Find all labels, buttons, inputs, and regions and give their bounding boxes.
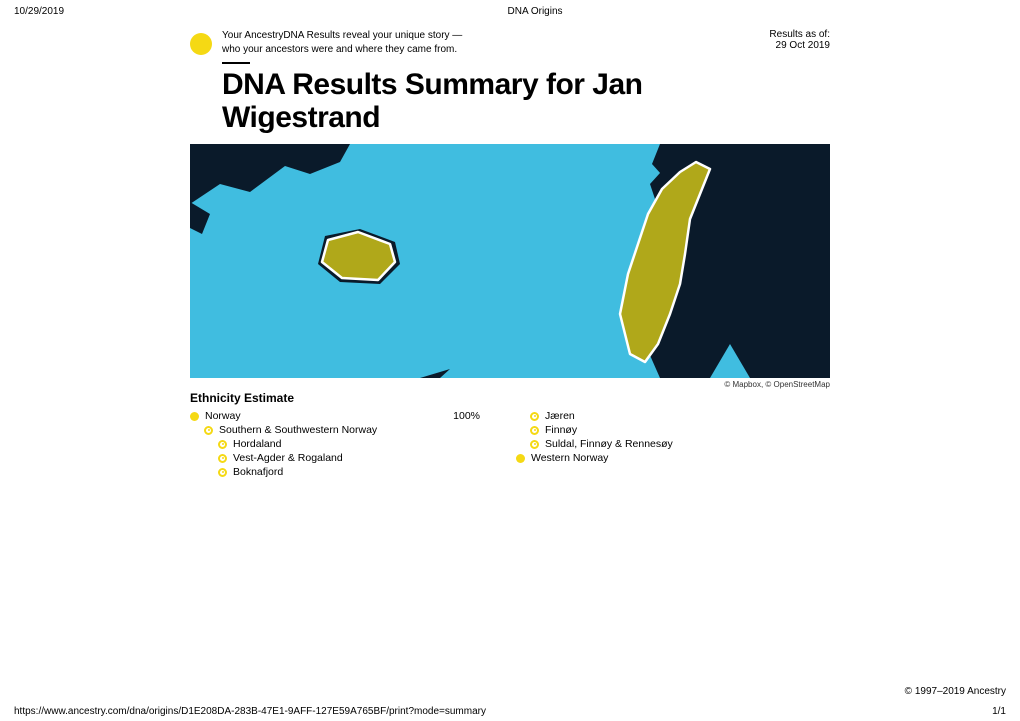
print-url: https://www.ancestry.com/dna/origins/D1E… [14,706,486,717]
intro-line2: who your ancestors were and where they c… [222,43,462,57]
ethnicity-columns: Norway 100% Southern & Southwestern Norway… [190,409,830,479]
brand-dot-icon [190,33,212,55]
ethnicity-label: Finnøy [545,424,577,436]
copyright: © 1997–2019 Ancestry [905,686,1006,697]
intro-row: Your AncestryDNA Results reveal your uni… [190,29,830,56]
ethnicity-dot-icon [530,412,539,421]
ethnicity-heading: Ethnicity Estimate [190,391,830,405]
ethnicity-dot-icon [516,454,525,463]
ethnicity-row: Suldal, Finnøy & Rennesøy [530,437,830,451]
ethnicity-label: Suldal, Finnøy & Rennesøy [545,438,673,450]
ethnicity-dot-icon [190,412,199,421]
ethnicity-row: Vest-Agder & Rogaland [218,451,490,465]
ethnicity-label: Western Norway [531,452,608,464]
ethnicity-dot-icon [204,426,213,435]
ethnicity-pct: 100% [453,410,490,422]
ethnicity-col-right: Jæren Finnøy Suldal, Finnøy & Rennesøy West… [530,409,830,479]
results-asof-label: Results as of: [769,29,830,40]
results-asof: Results as of: 29 Oct 2019 [769,29,830,51]
print-header: 10/29/2019 DNA Origins [0,0,1020,17]
map-svg [190,144,830,378]
print-footer: https://www.ancestry.com/dna/origins/D1E… [0,706,1020,717]
ethnicity-dot-icon [218,468,227,477]
page-content: Your AncestryDNA Results reveal your uni… [0,17,1020,479]
ethnicity-row: Finnøy [530,423,830,437]
ethnicity-dot-icon [530,426,539,435]
ethnicity-label: Boknafjord [233,466,283,478]
page-title: DNA Results Summary for Jan Wigestrand [222,68,662,134]
ethnicity-row: Hordaland [218,437,490,451]
ethnicity-dot-icon [218,454,227,463]
ethnicity-row: Western Norway [516,451,830,465]
map-attribution: © Mapbox, © OpenStreetMap [190,380,830,389]
intro-text: Your AncestryDNA Results reveal your uni… [222,29,462,56]
print-date: 10/29/2019 [14,6,64,17]
ethnicity-row: Boknafjord [218,465,490,479]
intro-line1: Your AncestryDNA Results reveal your uni… [222,29,462,43]
ethnicity-row: Jæren [530,409,830,423]
ethnicity-label: Southern & Southwestern Norway [219,424,377,436]
print-page: 1/1 [992,706,1006,717]
ethnicity-dot-icon [530,440,539,449]
results-asof-date: 29 Oct 2019 [769,40,830,51]
ethnicity-col-left: Norway 100% Southern & Southwestern Norway… [190,409,490,479]
title-rule [222,62,250,64]
ethnicity-row: Southern & Southwestern Norway [204,423,490,437]
ethnicity-row: Norway 100% [190,409,490,423]
ethnicity-label: Vest-Agder & Rogaland [233,452,343,464]
ethnicity-label: Hordaland [233,438,281,450]
ethnicity-label: Norway [205,410,241,422]
ethnicity-dot-icon [218,440,227,449]
intro-left: Your AncestryDNA Results reveal your uni… [190,29,462,56]
ethnicity-label: Jæren [545,410,575,422]
print-title: DNA Origins [508,6,563,17]
map-container: © Mapbox, © OpenStreetMap [190,144,830,389]
